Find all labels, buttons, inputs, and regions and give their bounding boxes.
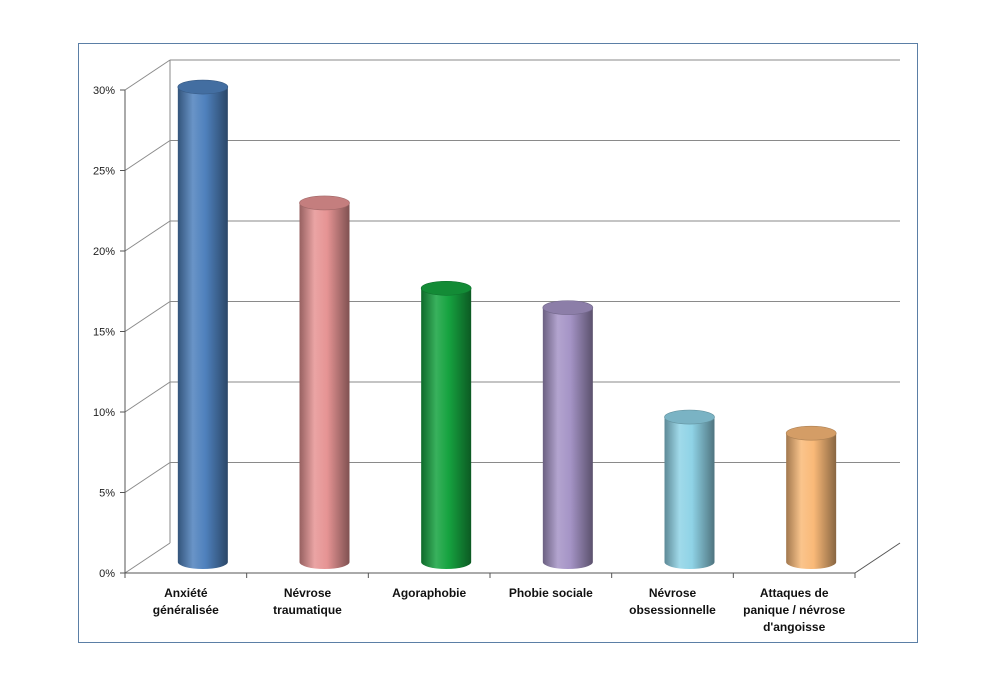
bar [664,409,715,570]
y-tick-label: 20% [93,246,115,258]
bar-body [299,202,350,570]
bar-body [542,307,593,570]
bar [299,195,350,570]
floor-edge [854,542,901,574]
gridline-depth [124,301,171,332]
gridline-depth [124,462,171,493]
bar [542,300,594,570]
y-tick-label: 5% [99,488,115,500]
gridline-depth [124,220,171,252]
x-tick-label: Agoraphobie [392,586,466,600]
gridline-depth [124,381,171,413]
y-tick-label: 25% [93,166,115,178]
bar-body [664,417,715,570]
bar [420,280,472,570]
gridline-depth [124,140,171,171]
bar [177,79,229,570]
bar-body [177,87,228,570]
x-tick-label: Névrose traumatique [273,586,342,617]
y-tick-label: 10% [93,407,115,419]
bar [785,425,837,570]
bar-top [177,79,229,95]
bar-body [786,433,837,570]
bar-top [542,300,594,315]
y-tick-label: 30% [93,85,115,97]
bar-body [421,288,472,570]
x-tick-label: Anxiété généralisée [153,586,219,617]
bar-top [785,425,837,441]
gridline-depth [124,542,171,574]
bar-top [664,409,715,425]
y-tick-label: 0% [99,568,115,580]
bar-top [420,280,472,296]
y-tick-label: 15% [93,327,115,339]
x-tick-label: Phobie sociale [509,586,593,600]
x-tick-label: Névrose obsessionnelle [629,586,716,617]
bar-top [299,195,350,211]
chart-frame [78,43,918,643]
x-tick-label: Attaques de panique / névrose d'angoisse [743,586,845,634]
gridline-depth [124,59,171,91]
